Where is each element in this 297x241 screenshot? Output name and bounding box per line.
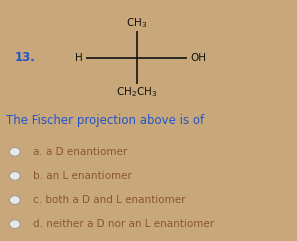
Text: H: H [75, 53, 83, 63]
Text: d. neither a D nor an L enantiomer: d. neither a D nor an L enantiomer [33, 219, 214, 229]
Text: OH: OH [190, 53, 206, 63]
Text: 13.: 13. [15, 51, 36, 64]
Circle shape [10, 172, 20, 180]
Text: b. an L enantiomer: b. an L enantiomer [33, 171, 132, 181]
Text: a. a D enantiomer: a. a D enantiomer [33, 147, 127, 157]
Circle shape [10, 147, 20, 156]
Circle shape [10, 196, 20, 204]
Text: CH$_3$: CH$_3$ [126, 16, 147, 30]
Text: CH$_2$CH$_3$: CH$_2$CH$_3$ [116, 86, 157, 99]
Text: The Fischer projection above is of: The Fischer projection above is of [6, 114, 204, 127]
Text: c. both a D and L enantiomer: c. both a D and L enantiomer [33, 195, 185, 205]
Circle shape [10, 220, 20, 228]
